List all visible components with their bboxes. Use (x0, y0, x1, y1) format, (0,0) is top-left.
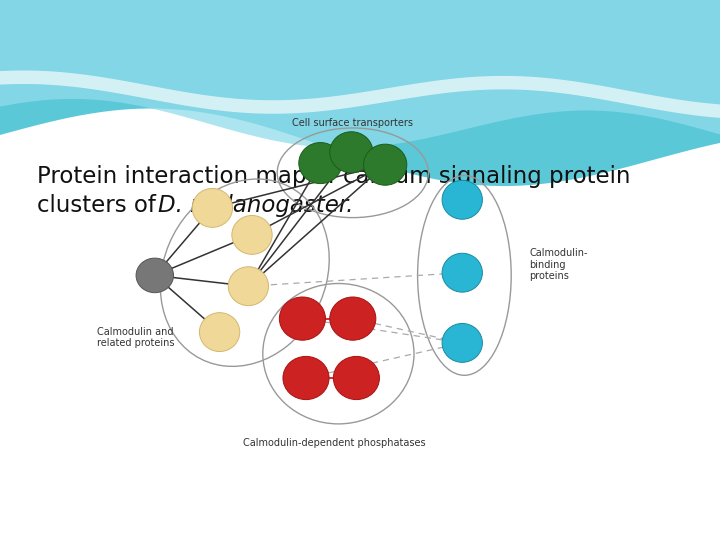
Text: clusters of: clusters of (37, 194, 163, 218)
Ellipse shape (192, 188, 233, 227)
Ellipse shape (330, 297, 376, 340)
Polygon shape (0, 0, 720, 148)
Ellipse shape (279, 297, 325, 340)
Text: Calmodulin-dependent phosphatases: Calmodulin-dependent phosphatases (243, 438, 426, 448)
Text: Calmodulin and
related proteins: Calmodulin and related proteins (97, 327, 175, 348)
Ellipse shape (136, 258, 174, 293)
Ellipse shape (232, 215, 272, 254)
Text: Cell surface transporters: Cell surface transporters (292, 118, 413, 128)
Ellipse shape (442, 323, 482, 362)
Ellipse shape (442, 253, 482, 292)
Ellipse shape (299, 143, 342, 184)
Ellipse shape (199, 313, 240, 352)
Ellipse shape (330, 132, 373, 173)
Ellipse shape (442, 180, 482, 219)
Text: Calmodulin-
binding
proteins: Calmodulin- binding proteins (529, 248, 588, 281)
Ellipse shape (333, 356, 379, 400)
Ellipse shape (228, 267, 269, 306)
Polygon shape (0, 71, 720, 118)
Polygon shape (0, 0, 720, 186)
Text: D. melanogaster.: D. melanogaster. (158, 194, 354, 218)
Text: Protein interaction map of calcium signaling protein: Protein interaction map of calcium signa… (37, 165, 631, 188)
Ellipse shape (364, 144, 407, 185)
Ellipse shape (283, 356, 329, 400)
